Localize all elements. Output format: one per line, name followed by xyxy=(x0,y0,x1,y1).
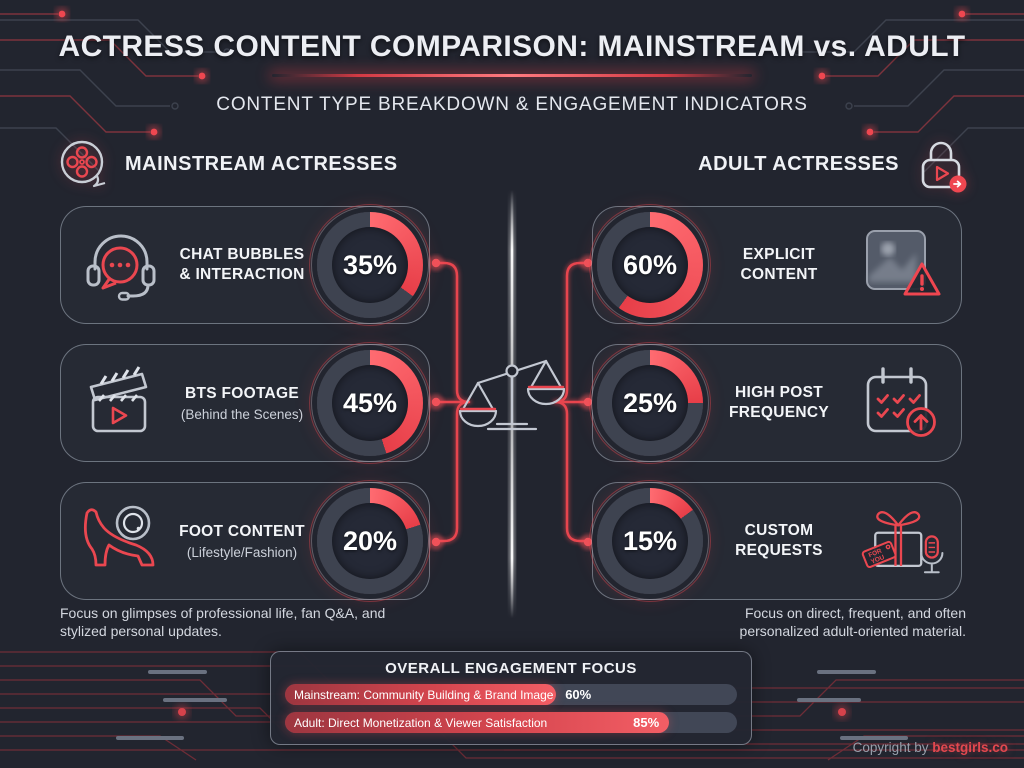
card-label: CHAT BUBBLES & INTERACTION xyxy=(179,245,305,283)
card-foot-content: FOOT CONTENT (Lifestyle/Fashion) 20% xyxy=(60,480,431,602)
bar-percent: 85% xyxy=(633,715,660,730)
donut-chart-frequency: 25% xyxy=(589,342,711,464)
calendar-frequency-icon xyxy=(855,361,947,445)
adult-footnote: Focus on direct, frequent, and often per… xyxy=(739,605,966,639)
balance-scale-icon xyxy=(458,359,566,431)
donut-percent: 45% xyxy=(342,387,398,418)
donut-chart-custom: 15% xyxy=(589,480,711,602)
card-high-post-frequency: 25% HIGH POST FREQUENCY xyxy=(589,342,962,464)
title-divider xyxy=(272,74,752,77)
engagement-title: OVERALL ENGAGEMENT FOCUS xyxy=(385,660,637,677)
page-title: ACTRESS CONTENT COMPARISON: MAINSTREAM v… xyxy=(58,30,966,63)
gift-custom-request-icon: FOR YOU xyxy=(855,498,947,584)
card-label: FOOT CONTENT xyxy=(179,523,305,541)
high-heel-camera-icon xyxy=(75,497,167,585)
card-label: EXPLICIT CONTENT xyxy=(740,245,818,283)
bar-fill-adult: Adult: Direct Monetization & Viewer Sati… xyxy=(285,712,670,733)
donut-chart-explicit: 60% xyxy=(589,204,711,326)
donut-percent: 60% xyxy=(622,249,678,280)
card-bts-footage: BTS FOOTAGE (Behind the Scenes) 45% xyxy=(60,342,431,464)
bar-fill-mainstream: Mainstream: Community Building & Brand I… xyxy=(285,684,557,705)
brand-name: bestgirls.co xyxy=(932,740,1008,755)
card-label: HIGH POST FREQUENCY xyxy=(728,383,829,421)
card-label: CUSTOM REQUESTS xyxy=(735,521,823,559)
engagement-bar-adult: Adult: Direct Monetization & Viewer Sati… xyxy=(285,712,737,733)
donut-percent: 35% xyxy=(342,249,398,280)
adult-column-header: ADULT ACTRESSES xyxy=(698,134,970,194)
chat-headset-icon xyxy=(75,223,167,307)
svg-text:FOR: FOR xyxy=(868,548,884,560)
mainstream-footnote: Focus on glimpses of professional life, … xyxy=(60,605,386,639)
donut-chart-chat: 35% xyxy=(309,204,431,326)
mainstream-column-header: MAINSTREAM ACTRESSES xyxy=(56,136,398,192)
film-reel-icon xyxy=(56,137,112,191)
card-chat-bubbles: CHAT BUBBLES & INTERACTION 35% xyxy=(60,204,431,326)
adult-header-label: ADULT ACTRESSES xyxy=(698,152,899,175)
card-custom-requests: 15% CUSTOM REQUESTS FOR YOU xyxy=(589,480,962,602)
clapperboard-icon xyxy=(75,361,167,445)
mainstream-header-label: MAINSTREAM ACTRESSES xyxy=(125,152,398,175)
card-explicit-content: 60% EXPLICIT CONTENT xyxy=(589,204,962,326)
donut-percent: 15% xyxy=(622,525,678,556)
card-sublabel: (Behind the Scenes) xyxy=(180,406,304,422)
donut-percent: 20% xyxy=(342,525,398,556)
page-subtitle: CONTENT TYPE BREAKDOWN & ENGAGEMENT INDI… xyxy=(216,94,808,115)
bar-label: Adult: Direct Monetization & Viewer Sati… xyxy=(294,715,548,730)
donut-chart-bts: 45% xyxy=(309,342,431,464)
copyright-line: Copyright by bestgirls.co xyxy=(853,740,1008,755)
bar-percent: 60% xyxy=(565,687,592,702)
explicit-image-warning-icon xyxy=(855,222,947,308)
scale-pan-levels xyxy=(459,385,565,411)
card-label: BTS FOOTAGE xyxy=(184,385,300,403)
engagement-bar-mainstream: Mainstream: Community Building & Brand I… xyxy=(285,684,737,705)
lock-play-icon xyxy=(912,134,970,194)
copyright-prefix: Copyright by xyxy=(852,740,933,755)
bar-label: Mainstream: Community Building & Brand I… xyxy=(294,687,554,702)
engagement-summary-panel: OVERALL ENGAGEMENT FOCUS Mainstream: Com… xyxy=(270,651,752,745)
donut-chart-foot: 20% xyxy=(309,480,431,602)
svg-text:YOU: YOU xyxy=(870,554,886,566)
card-sublabel: (Lifestyle/Fashion) xyxy=(186,544,298,560)
donut-percent: 25% xyxy=(622,387,678,418)
